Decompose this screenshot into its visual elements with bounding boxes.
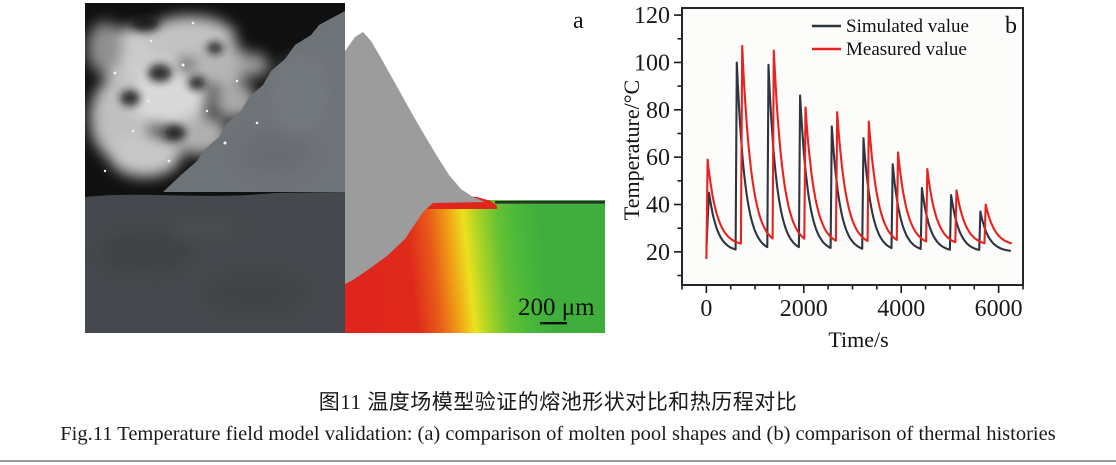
- y-tick-label: 20: [646, 240, 670, 266]
- y-tick-label: 40: [646, 193, 670, 219]
- simulated-temperature-field: 200 μm a: [345, 3, 605, 333]
- legend-label: Measured value: [846, 39, 967, 60]
- scale-bar-label: 200 μm: [518, 294, 595, 321]
- plot-background: [682, 8, 1023, 285]
- panel-a-label: a: [573, 8, 584, 34]
- y-axis-title: Temperature/°C: [622, 80, 644, 220]
- plot-frame: [681, 7, 1024, 286]
- panel-a-molten-pool-comparison: 200 μm a: [85, 3, 605, 333]
- dendrite-dark-holes: [120, 15, 223, 141]
- x-axis-title: Time/s: [828, 327, 888, 352]
- simulated-bead: [345, 32, 485, 284]
- caption-chinese: 图11 温度场模型验证的熔池形状对比和热历程对比: [318, 390, 798, 414]
- x-tick-label: 6000: [975, 296, 1023, 322]
- micrograph-specks: [103, 21, 259, 173]
- simulated-curve: [705, 61, 1012, 252]
- bottom-divider: [0, 460, 1116, 462]
- panel-b-label: b: [1005, 13, 1017, 39]
- scale-bar: [540, 322, 567, 325]
- y-tick-label: 60: [646, 145, 670, 171]
- caption-english: Fig.11 Temperature field model validatio…: [60, 423, 1056, 445]
- legend-label: Simulated value: [846, 16, 969, 37]
- experimental-micrograph: [85, 3, 345, 333]
- substrate-surface-line: [495, 201, 605, 204]
- y-tick-label: 100: [634, 50, 670, 76]
- x-tick-label: 2000: [780, 296, 828, 322]
- y-tick-label: 80: [646, 98, 670, 124]
- measured-curve: [705, 44, 1013, 260]
- y-tick-label: 120: [634, 3, 670, 29]
- x-tick-label: 4000: [877, 296, 925, 322]
- panel-b-thermal-history-chart: 0 2000 4000 6000 20 40 60 80 100 120 Simulated val…: [622, 3, 1024, 352]
- x-tick-label: 0: [700, 296, 712, 322]
- substrate-texture: [100, 216, 305, 315]
- bead-texture: [240, 53, 330, 173]
